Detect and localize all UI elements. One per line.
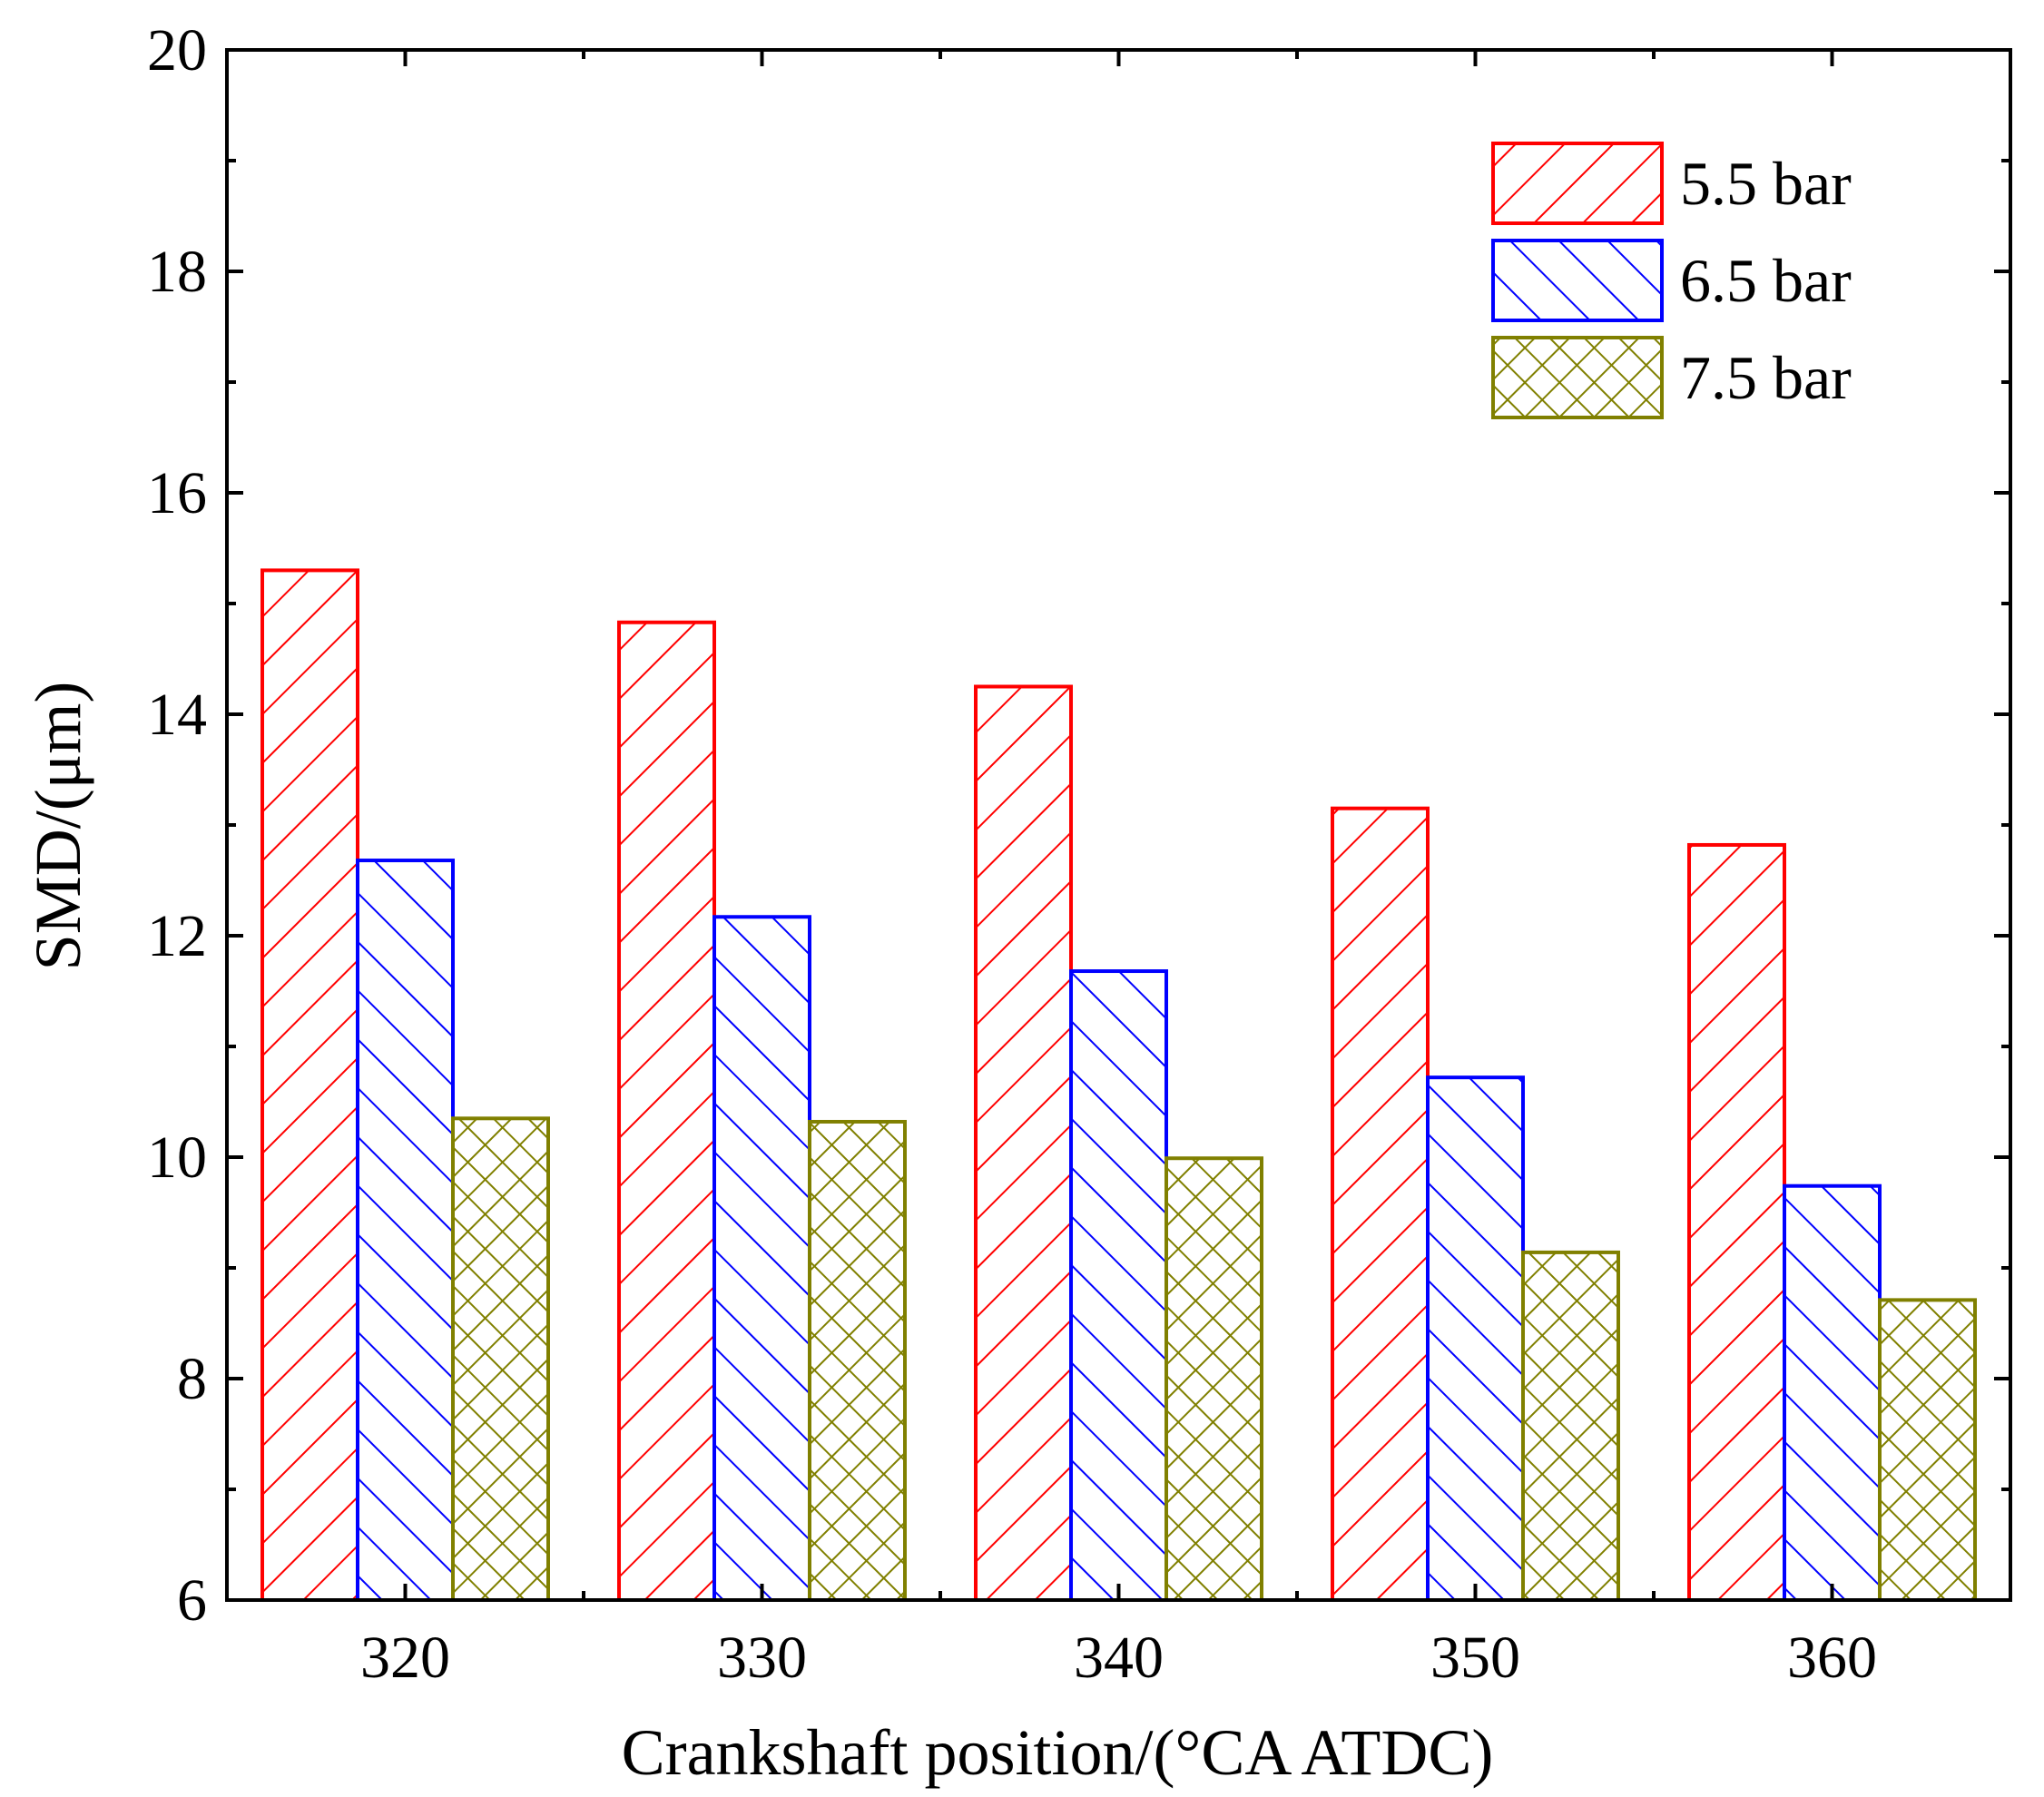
y-tick-label: 10 [147, 1124, 207, 1191]
y-tick-label: 18 [147, 239, 207, 305]
bar-5-5-bar-360 [1687, 842, 1786, 1602]
bar-6-5-bar-320 [356, 859, 455, 1602]
x-tick-label: 360 [1787, 1625, 1877, 1691]
bar-5-5-bar-330 [617, 620, 716, 1602]
legend: 5.5 bar 6.5 bar 7.5 bar [1491, 142, 1852, 419]
bar-6-5-bar-360 [1783, 1183, 1882, 1602]
x-tick-label: 330 [717, 1625, 807, 1691]
bar-6-5-bar-330 [712, 915, 811, 1602]
bar-7-5-bar-350 [1521, 1250, 1620, 1603]
bar-5-5-bar-350 [1331, 806, 1430, 1602]
legend-swatch [1491, 239, 1664, 322]
y-axis-title: SMD/(μm) [22, 682, 94, 971]
bar-7-5-bar-340 [1164, 1156, 1263, 1602]
legend-label: 7.5 bar [1680, 343, 1852, 412]
legend-label: 6.5 bar [1680, 246, 1852, 315]
bar-5-5-bar-320 [260, 568, 359, 1602]
bar-5-5-bar-340 [974, 684, 1073, 1602]
legend-swatch [1491, 336, 1664, 419]
x-tick-label: 340 [1074, 1625, 1164, 1691]
x-axis-title: Crankshaft position/(°CA ATDC) [622, 1716, 1494, 1789]
y-tick-label: 8 [177, 1346, 207, 1412]
y-tick-label: 12 [147, 903, 207, 969]
legend-label: 5.5 bar [1680, 149, 1852, 218]
y-tick-label: 16 [147, 460, 207, 526]
x-axis: 320 330 340 350 360 [360, 50, 1877, 1691]
bar-7-5-bar-360 [1878, 1298, 1977, 1602]
bar-6-5-bar-340 [1069, 969, 1168, 1603]
x-tick-label: 320 [360, 1625, 450, 1691]
y-axis: 6 8 10 12 14 16 18 20 [147, 17, 2010, 1634]
y-tick-label: 20 [147, 17, 207, 83]
legend-swatch [1491, 142, 1664, 225]
x-tick-label: 350 [1430, 1625, 1520, 1691]
y-tick-label: 14 [147, 682, 207, 748]
bars-group [260, 568, 1977, 1603]
bar-7-5-bar-320 [451, 1116, 550, 1603]
bar-6-5-bar-350 [1426, 1075, 1525, 1603]
y-tick-label: 6 [177, 1567, 207, 1634]
bar-7-5-bar-330 [808, 1119, 907, 1602]
